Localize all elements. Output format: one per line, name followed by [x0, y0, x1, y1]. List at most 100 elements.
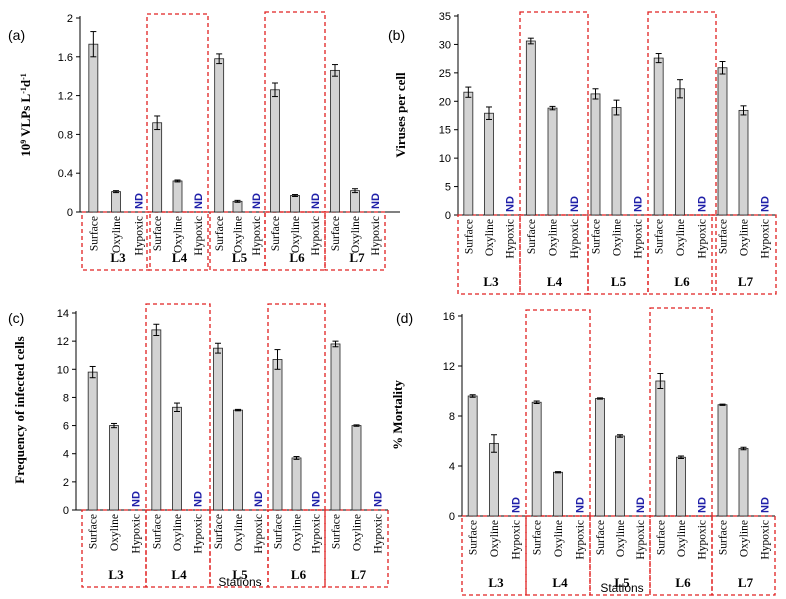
bar	[351, 425, 362, 511]
bar	[655, 380, 666, 517]
category-label: Surface	[532, 520, 544, 555]
category-label: Surface	[331, 514, 343, 549]
category-label: Hypoxic	[373, 514, 385, 554]
nd-label: ND	[510, 497, 522, 513]
category-label: Hypoxic	[696, 219, 708, 259]
y-tick-label: 2	[67, 13, 73, 25]
y-tick-label: 1.2	[58, 91, 73, 103]
category-label: Hypoxic	[251, 216, 263, 256]
nd-label: ND	[635, 497, 647, 513]
category-label: Surface	[214, 216, 226, 251]
category-label: Surface	[654, 219, 666, 254]
bar	[738, 109, 749, 216]
y-axis-label-superscript: -1	[19, 73, 28, 80]
station-label: L7	[349, 250, 365, 265]
bar	[590, 93, 601, 216]
station-label: L5	[232, 250, 248, 265]
category-label: Surface	[330, 216, 342, 251]
category-label: Hypoxic	[193, 514, 205, 554]
station-label: L4	[172, 250, 188, 265]
category-label: Hypoxic	[574, 520, 586, 560]
station-label: L3	[483, 274, 499, 289]
bar	[653, 57, 664, 216]
category-label: Oxyline	[233, 514, 245, 551]
category-label: Oxyline	[739, 219, 751, 256]
nd-label: ND	[373, 491, 385, 507]
y-tick-label: 35	[439, 11, 451, 23]
station-label: L5	[614, 575, 630, 590]
nd-label: ND	[760, 497, 772, 513]
y-tick-label: 5	[445, 182, 451, 194]
category-label: Surface	[88, 514, 100, 549]
station-highlight-box	[267, 303, 326, 511]
x-axis-label: Stations	[600, 581, 643, 595]
bar	[350, 190, 360, 213]
bar	[111, 191, 121, 213]
station-label: L4	[552, 575, 568, 590]
bar	[525, 40, 536, 216]
category-label: Oxyline	[292, 514, 304, 551]
y-tick-label: 1.6	[58, 52, 73, 64]
station-label: L5	[611, 274, 627, 289]
nd-label: ND	[130, 491, 142, 507]
category-label: Surface	[526, 219, 538, 254]
bar	[291, 457, 302, 511]
category-label: Oxyline	[484, 219, 496, 256]
bar	[467, 395, 478, 517]
bar	[290, 195, 300, 213]
y-tick-label: 2	[63, 477, 69, 489]
category-label: Surface	[151, 514, 163, 549]
bar	[547, 107, 558, 216]
bar	[717, 67, 728, 216]
station-label: L7	[738, 274, 754, 289]
bar	[595, 398, 605, 517]
chart-panel-4: (d) % Mortality 0 4 8 12 16 Surface Oxyline ND Hyp…	[390, 307, 776, 596]
category-label: Surface	[213, 514, 225, 549]
nd-label: ND	[760, 196, 772, 212]
category-label: Hypoxic	[510, 520, 522, 560]
category-label: Surface	[591, 219, 603, 254]
category-label: Surface	[595, 520, 607, 555]
nd-label: ND	[134, 193, 146, 209]
category-label: Oxyline	[615, 520, 627, 557]
bar	[272, 359, 283, 511]
y-tick-label: 0.8	[58, 129, 73, 141]
bar	[675, 88, 685, 216]
category-label: Oxyline	[739, 520, 751, 557]
y-tick-label: 30	[439, 39, 451, 51]
category-label: Oxyline	[109, 514, 121, 551]
y-tick-label: 0	[63, 505, 69, 517]
y-tick-label: 10	[57, 364, 69, 376]
y-tick-label: 8	[63, 392, 69, 404]
y-tick-label: 25	[439, 68, 451, 80]
category-label: Hypoxic	[311, 514, 323, 554]
category-label: Hypoxic	[310, 216, 322, 256]
bar	[553, 471, 563, 517]
panel-label: (b)	[388, 27, 405, 43]
y-tick-label: 8	[449, 411, 455, 423]
category-label: Hypoxic	[697, 520, 709, 560]
nd-label: ND	[505, 196, 517, 212]
bar	[87, 371, 98, 511]
bar	[676, 456, 686, 517]
category-label: Hypoxic	[635, 520, 647, 560]
bar	[233, 409, 243, 511]
y-axis-label-part: d	[18, 79, 33, 87]
bar	[738, 448, 749, 517]
bar	[611, 107, 622, 216]
bar	[172, 180, 183, 213]
station-label: L6	[289, 250, 305, 265]
nd-label: ND	[311, 491, 323, 507]
nd-label: ND	[310, 193, 322, 209]
nd-label: ND	[569, 196, 581, 212]
category-label: Oxyline	[111, 216, 123, 253]
bar	[214, 58, 225, 213]
station-label: L4	[171, 567, 187, 582]
category-label: Surface	[718, 219, 730, 254]
bar	[463, 91, 474, 216]
category-label: Surface	[88, 216, 100, 251]
category-label: Oxyline	[675, 219, 687, 256]
y-axis-label: % Mortality	[390, 380, 405, 450]
